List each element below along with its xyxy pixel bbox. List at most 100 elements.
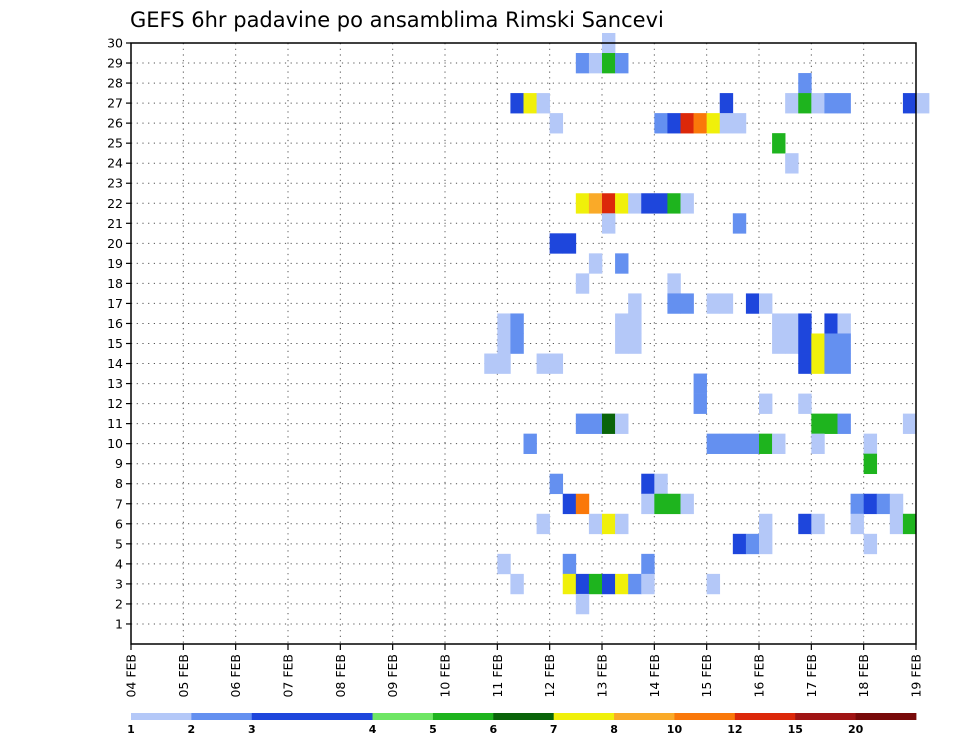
y-tick-label: 20 (107, 236, 123, 251)
precip-cell (811, 353, 825, 374)
y-tick-label: 7 (115, 496, 123, 511)
y-tick-label: 14 (107, 356, 123, 371)
y-axis-ticks: 1234567891011121314151617181920212223242… (107, 36, 131, 631)
colorbar-swatch (432, 713, 494, 720)
colorbar-swatch (614, 713, 675, 720)
precip-cell (641, 193, 655, 214)
x-tick-label: 05 FEB (176, 654, 191, 698)
precip-cell (615, 53, 629, 74)
precip-cell (549, 233, 564, 254)
precip-cell (588, 413, 603, 434)
precip-cell (850, 493, 864, 515)
precip-cell (889, 493, 904, 515)
y-tick-label: 26 (107, 116, 123, 131)
colorbar-label: 15 (788, 723, 803, 736)
y-tick-label: 3 (115, 576, 123, 591)
precip-cell (772, 333, 786, 354)
precip-cell (785, 93, 799, 114)
y-tick-label: 18 (107, 276, 123, 291)
precip-cell (745, 533, 760, 555)
y-tick-label: 1 (115, 616, 123, 631)
precip-cell (628, 193, 642, 214)
precip-cell (680, 493, 694, 515)
precip-cell (732, 433, 747, 454)
precip-cell (798, 353, 812, 374)
x-tick-label: 08 FEB (333, 654, 348, 698)
precip-cell (811, 433, 825, 454)
y-tick-label: 22 (107, 196, 123, 211)
precip-cell (889, 513, 904, 535)
y-tick-label: 28 (107, 76, 123, 91)
precip-cell (785, 313, 799, 334)
precip-cell (615, 193, 629, 214)
colorbar-label: 7 (550, 723, 558, 736)
x-tick-label: 07 FEB (281, 654, 296, 698)
precip-cells (484, 32, 930, 615)
x-tick-label: 10 FEB (438, 654, 453, 698)
y-tick-label: 8 (115, 476, 123, 491)
precip-cell (811, 333, 825, 354)
precip-cell (745, 433, 760, 454)
precip-cell (667, 113, 681, 134)
x-tick-label: 16 FEB (752, 654, 767, 698)
precip-cell (510, 93, 524, 114)
y-tick-label: 30 (107, 36, 123, 51)
colorbar-label: 2 (188, 723, 196, 736)
precip-cell (772, 133, 786, 154)
precip-cell (602, 213, 616, 234)
x-tick-label: 12 FEB (542, 654, 557, 698)
precip-cell (602, 573, 616, 595)
precip-cell (706, 113, 721, 134)
precip-cell (824, 93, 838, 114)
precip-cell (575, 413, 590, 434)
precip-cell (602, 513, 616, 535)
precip-cell (811, 413, 825, 434)
precip-cell (588, 53, 603, 74)
precip-cell (588, 193, 603, 214)
precip-cell (719, 113, 734, 134)
y-tick-label: 24 (107, 156, 123, 171)
y-tick-label: 16 (107, 316, 123, 331)
precip-cell (863, 493, 878, 515)
colorbar-swatch (674, 713, 736, 720)
precip-cell (562, 573, 577, 595)
precip-cell (798, 93, 812, 114)
precip-cell (549, 113, 564, 134)
x-tick-label: 04 FEB (124, 654, 139, 698)
precip-cell (824, 353, 838, 374)
precip-cell (654, 473, 668, 495)
precip-cell (759, 293, 773, 314)
precip-cell (497, 313, 511, 334)
precip-cell (785, 153, 799, 174)
y-tick-label: 15 (107, 336, 123, 351)
precip-cell (680, 193, 694, 214)
precip-cell (510, 313, 524, 334)
precip-cell (602, 413, 616, 434)
precip-cell (549, 473, 564, 495)
precip-cell (824, 313, 838, 334)
precip-cell (615, 413, 629, 434)
precip-cell (536, 353, 550, 374)
precip-cell (798, 393, 812, 414)
colorbar-label: 4 (369, 723, 377, 736)
colorbar-label: 10 (667, 723, 683, 736)
colorbar-swatch (191, 713, 253, 720)
y-tick-label: 29 (107, 56, 123, 71)
precip-cell (615, 573, 629, 595)
precip-cell (772, 313, 786, 334)
y-tick-label: 21 (107, 216, 123, 231)
precip-cell (497, 333, 511, 354)
precip-cell (680, 113, 694, 134)
precip-cell (759, 513, 773, 535)
precip-cell (745, 293, 760, 314)
y-tick-label: 2 (115, 596, 123, 611)
precip-cell (719, 293, 734, 314)
precip-cell (536, 93, 550, 114)
y-tick-label: 27 (107, 96, 123, 111)
x-axis-ticks: 04 FEB 05 FEB 06 FEB 07 FEB 08 FEB 09 FEB 10 F… (124, 644, 924, 698)
colorbar: 1 2 3 4 5 6 7 8 10 12 15 20 (127, 713, 917, 736)
colorbar-swatch (553, 713, 615, 720)
precip-cell (628, 573, 642, 595)
colorbar-label: 8 (610, 723, 618, 736)
